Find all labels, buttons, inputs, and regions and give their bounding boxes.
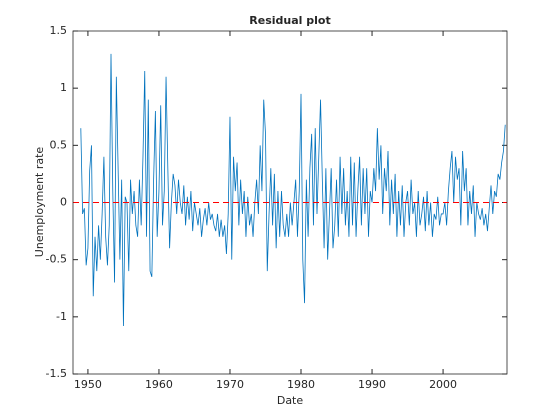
y-tick-label: 1: [60, 81, 67, 94]
x-tick-label: 2000: [429, 378, 457, 391]
x-tick-label: 1980: [287, 378, 315, 391]
y-tick-label: 0: [60, 196, 67, 209]
y-tick-label: -0.5: [46, 253, 67, 266]
y-tick-label: 1.5: [50, 24, 68, 37]
x-tick-label: 1990: [358, 378, 386, 391]
residual-line: [80, 53, 506, 326]
axes-box: [72, 30, 508, 375]
x-tick-label: 1960: [145, 378, 173, 391]
chart-title: Residual plot: [249, 14, 330, 27]
y-tick-label: -1: [56, 310, 67, 323]
x-tick-label: 1970: [216, 378, 244, 391]
x-tick-label: 1950: [74, 378, 102, 391]
y-tick-label: 0.5: [50, 138, 68, 151]
y-tick-label: -1.5: [46, 367, 67, 380]
y-axis-label: Unemployment rate: [33, 147, 46, 258]
x-axis-label: Date: [277, 394, 304, 407]
